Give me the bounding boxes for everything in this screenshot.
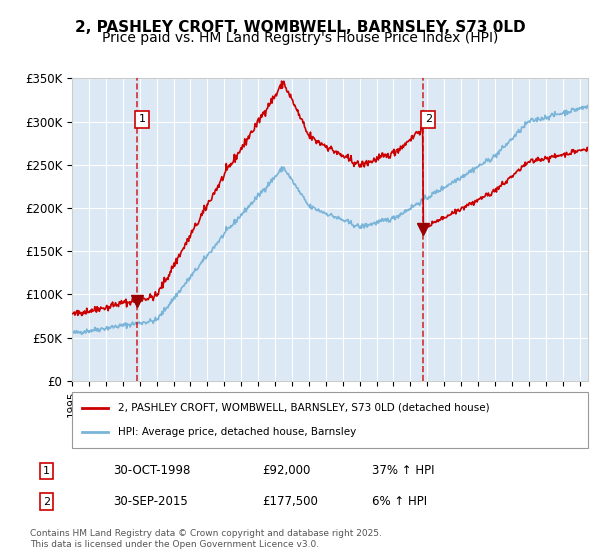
Text: £177,500: £177,500 (262, 495, 318, 508)
FancyBboxPatch shape (72, 392, 588, 448)
Text: HPI: Average price, detached house, Barnsley: HPI: Average price, detached house, Barn… (118, 427, 356, 437)
Text: 2: 2 (425, 114, 432, 124)
Text: 1: 1 (139, 114, 145, 124)
Text: 30-SEP-2015: 30-SEP-2015 (113, 495, 188, 508)
Text: 6% ↑ HPI: 6% ↑ HPI (372, 495, 427, 508)
Text: Price paid vs. HM Land Registry's House Price Index (HPI): Price paid vs. HM Land Registry's House … (102, 31, 498, 45)
Text: £92,000: £92,000 (262, 464, 310, 477)
Text: 2, PASHLEY CROFT, WOMBWELL, BARNSLEY, S73 0LD (detached house): 2, PASHLEY CROFT, WOMBWELL, BARNSLEY, S7… (118, 403, 490, 413)
Text: 2: 2 (43, 497, 50, 507)
Text: 1: 1 (43, 466, 50, 476)
Text: Contains HM Land Registry data © Crown copyright and database right 2025.
This d: Contains HM Land Registry data © Crown c… (30, 529, 382, 549)
Text: 2, PASHLEY CROFT, WOMBWELL, BARNSLEY, S73 0LD: 2, PASHLEY CROFT, WOMBWELL, BARNSLEY, S7… (74, 20, 526, 35)
Text: 30-OCT-1998: 30-OCT-1998 (113, 464, 190, 477)
Text: 37% ↑ HPI: 37% ↑ HPI (372, 464, 435, 477)
